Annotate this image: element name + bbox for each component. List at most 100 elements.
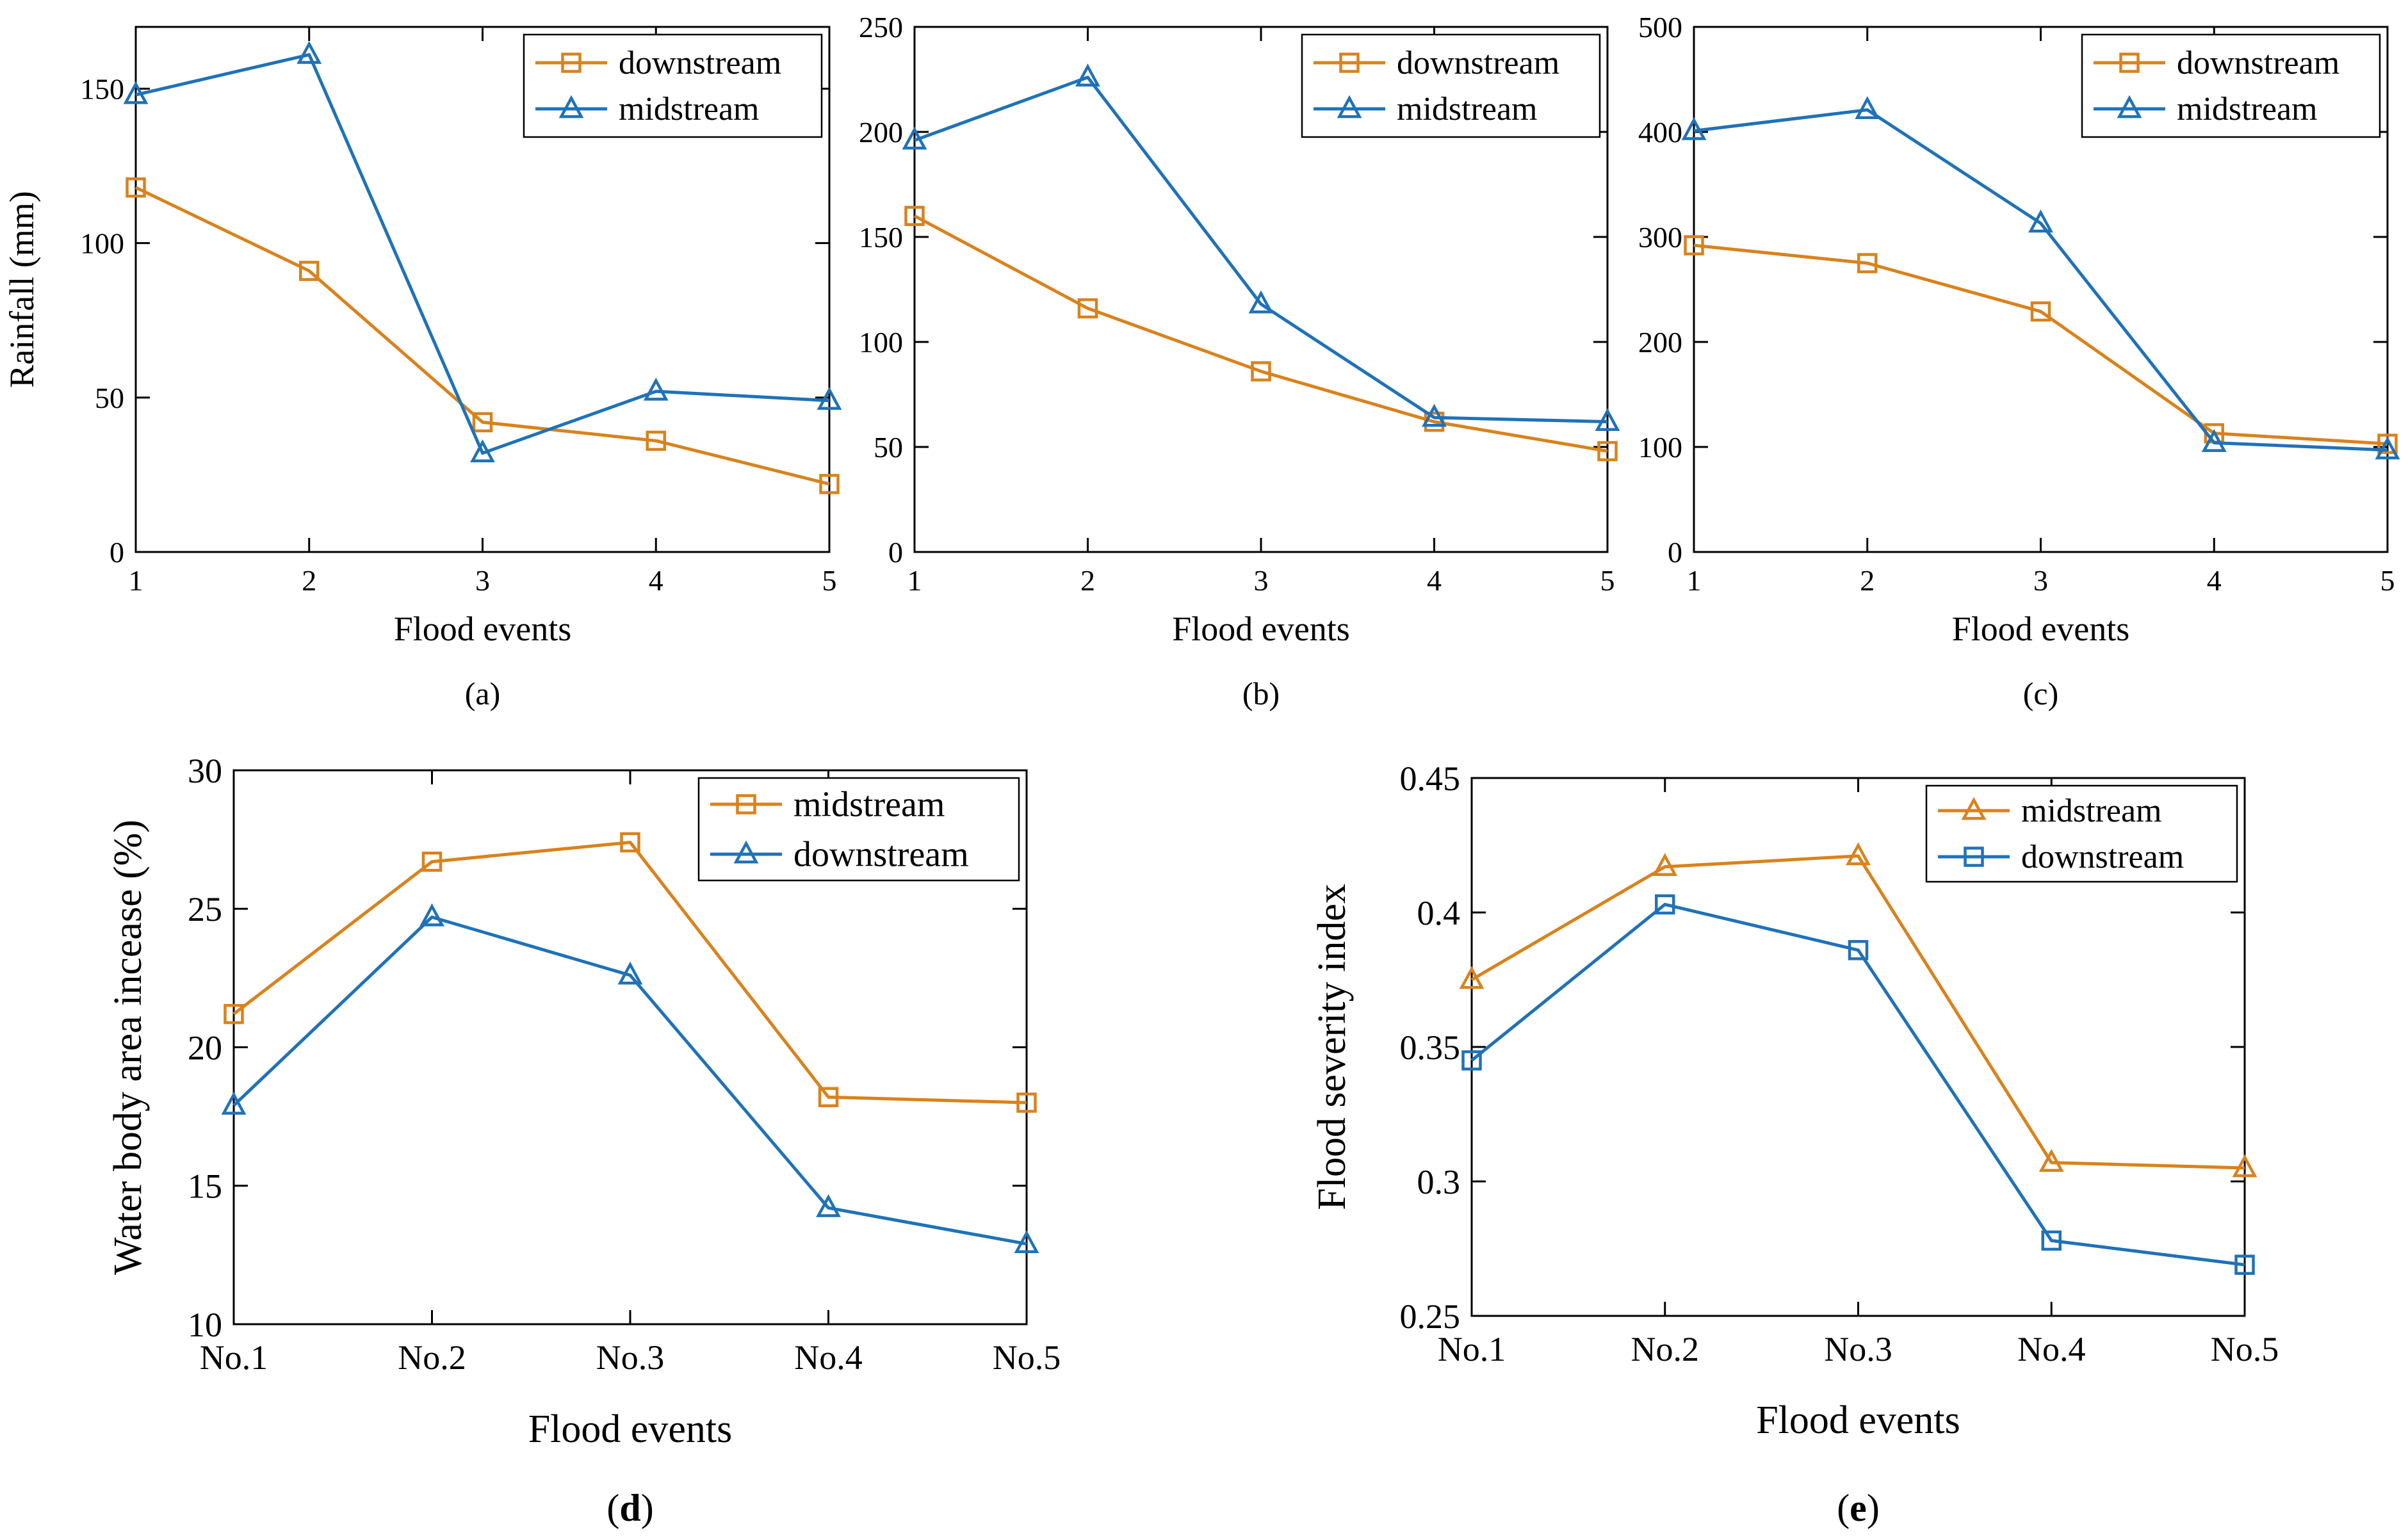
data-point-midstream xyxy=(421,851,443,872)
panel-label: (b) xyxy=(1242,676,1280,711)
x-tick-label: No.1 xyxy=(200,1338,268,1377)
data-point-midstream xyxy=(818,1087,839,1108)
data-point-midstream xyxy=(1855,96,1880,119)
y-tick-label: 100 xyxy=(1638,431,1682,464)
y-tick-label: 200 xyxy=(1638,326,1682,359)
data-point-downstream xyxy=(221,1091,247,1115)
data-point-downstream xyxy=(2041,1230,2062,1251)
y-tick-label: 20 xyxy=(188,1028,222,1067)
data-point-midstream xyxy=(1681,117,1707,140)
y-tick-label: 400 xyxy=(1638,116,1682,149)
data-point-midstream xyxy=(620,832,640,853)
y-tick-label: 200 xyxy=(859,116,903,149)
x-tick-label: 5 xyxy=(2380,564,2395,597)
chart-panel-3: 0 100 200 300 400 500 1 2 3 4 5 Flood events downstr… xyxy=(1638,11,2400,711)
x-axis-label: Flood events xyxy=(528,1407,733,1451)
series-line-midstream xyxy=(914,76,1608,424)
x-tick-label: 4 xyxy=(649,564,663,597)
data-point-midstream xyxy=(1459,966,1485,989)
x-tick-label: No.5 xyxy=(993,1338,1061,1377)
data-point-midstream xyxy=(1595,408,1620,432)
data-point-downstream xyxy=(1684,235,1704,255)
y-tick-label: 500 xyxy=(1638,11,1682,44)
data-point-midstream xyxy=(224,1003,244,1025)
legend-entry: midstream xyxy=(619,91,760,127)
data-point-downstream xyxy=(1077,298,1098,319)
data-point-downstream xyxy=(1251,361,1271,382)
y-tick-label: 0.45 xyxy=(1400,759,1461,798)
legend-box xyxy=(523,33,823,138)
legend-marker xyxy=(1337,95,1362,118)
x-tick-label: No.1 xyxy=(1438,1330,1506,1368)
legend-marker xyxy=(733,840,759,864)
y-tick-label: 10 xyxy=(188,1306,222,1344)
y-tick-label: 150 xyxy=(80,73,124,106)
chart-panel-5: 0.25 0.3 0.35 0.4 0.45 No.1 No.2 No.3 No.4 No.5 Fl… xyxy=(1310,759,2279,1529)
panel-label: (c) xyxy=(2023,676,2059,711)
x-tick-label: No.4 xyxy=(2017,1330,2086,1368)
y-tick-label: 50 xyxy=(874,431,903,464)
x-tick-label: No.4 xyxy=(794,1338,863,1377)
x-tick-label: 3 xyxy=(1254,564,1269,597)
data-point-downstream xyxy=(419,903,444,927)
y-tick-label: 15 xyxy=(188,1167,222,1206)
series-line-downstream xyxy=(1470,902,2245,1267)
data-point-midstream xyxy=(470,439,495,463)
series-line-midstream xyxy=(135,53,830,455)
data-point-downstream xyxy=(1655,894,1675,915)
legend-marker xyxy=(1961,797,1987,820)
data-point-midstream xyxy=(1016,1092,1037,1113)
x-tick-label: No.2 xyxy=(1631,1330,1700,1368)
data-point-midstream xyxy=(1652,853,1678,876)
legend-marker xyxy=(561,53,582,73)
data-point-midstream xyxy=(1075,63,1100,87)
y-tick-label: 50 xyxy=(95,382,124,414)
data-point-midstream xyxy=(2201,428,2227,452)
x-tick-label: No.5 xyxy=(2211,1330,2279,1368)
legend-box xyxy=(1301,33,1601,138)
data-point-downstream xyxy=(1597,441,1618,462)
data-point-midstream xyxy=(2375,436,2400,460)
legend-box xyxy=(2081,33,2381,138)
x-axis-label: Flood events xyxy=(1952,610,2130,648)
legend-entry: midstream xyxy=(1397,91,1538,127)
legend-marker xyxy=(558,95,584,118)
x-tick-label: 4 xyxy=(2207,564,2222,597)
series-line-midstream xyxy=(1693,108,2388,452)
y-tick-label: 0.4 xyxy=(1417,894,1461,932)
x-tick-label: 4 xyxy=(1427,564,1442,597)
legend-entry: midstream xyxy=(2021,793,2162,829)
data-point-downstream xyxy=(1014,1230,1039,1253)
y-tick-label: 0 xyxy=(110,536,124,569)
data-point-midstream xyxy=(902,126,927,150)
legend: downstream midstream xyxy=(523,33,823,138)
data-point-midstream xyxy=(643,377,669,401)
x-axis-label: Flood events xyxy=(1172,610,1350,648)
data-point-midstream xyxy=(123,81,149,104)
y-tick-label: 300 xyxy=(1638,221,1682,254)
x-tick-label: 2 xyxy=(1860,564,1875,597)
y-axis-label: Rainfall (mm) xyxy=(3,191,41,387)
data-point-downstream xyxy=(299,261,320,281)
series-line-downstream xyxy=(232,915,1027,1246)
chart-panel-2: 0 50 100 150 200 250 1 2 3 4 5 Flood events downstre… xyxy=(859,11,1620,711)
data-point-downstream xyxy=(2377,434,2398,454)
legend-entry: midstream xyxy=(2177,91,2318,127)
data-point-downstream xyxy=(1857,253,1878,273)
y-tick-label: 25 xyxy=(188,890,222,928)
x-tick-label: No.3 xyxy=(596,1338,665,1377)
x-tick-label: 3 xyxy=(475,564,490,597)
y-axis-label: Flood severity index xyxy=(1310,884,1354,1210)
legend-entry: downstream xyxy=(2021,839,2184,875)
legend: midstream downstream xyxy=(1925,784,2238,883)
x-tick-label: 1 xyxy=(129,564,143,597)
legend-marker xyxy=(2117,95,2142,118)
data-point-midstream xyxy=(817,387,842,410)
y-tick-label: 100 xyxy=(80,227,124,260)
legend-marker xyxy=(1964,847,1984,867)
data-point-downstream xyxy=(2030,301,2051,322)
legend-marker xyxy=(736,794,756,815)
y-tick-label: 0 xyxy=(888,536,903,569)
